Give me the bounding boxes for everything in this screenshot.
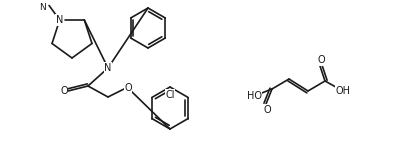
Text: O: O	[124, 83, 132, 93]
Text: Cl: Cl	[165, 90, 175, 100]
Text: OH: OH	[336, 86, 350, 96]
Text: O: O	[317, 55, 325, 65]
Text: HO: HO	[247, 91, 261, 101]
Text: N: N	[104, 63, 112, 73]
Text: N: N	[56, 15, 63, 25]
Text: N: N	[40, 3, 46, 12]
Text: O: O	[60, 86, 68, 96]
Text: O: O	[263, 105, 271, 115]
